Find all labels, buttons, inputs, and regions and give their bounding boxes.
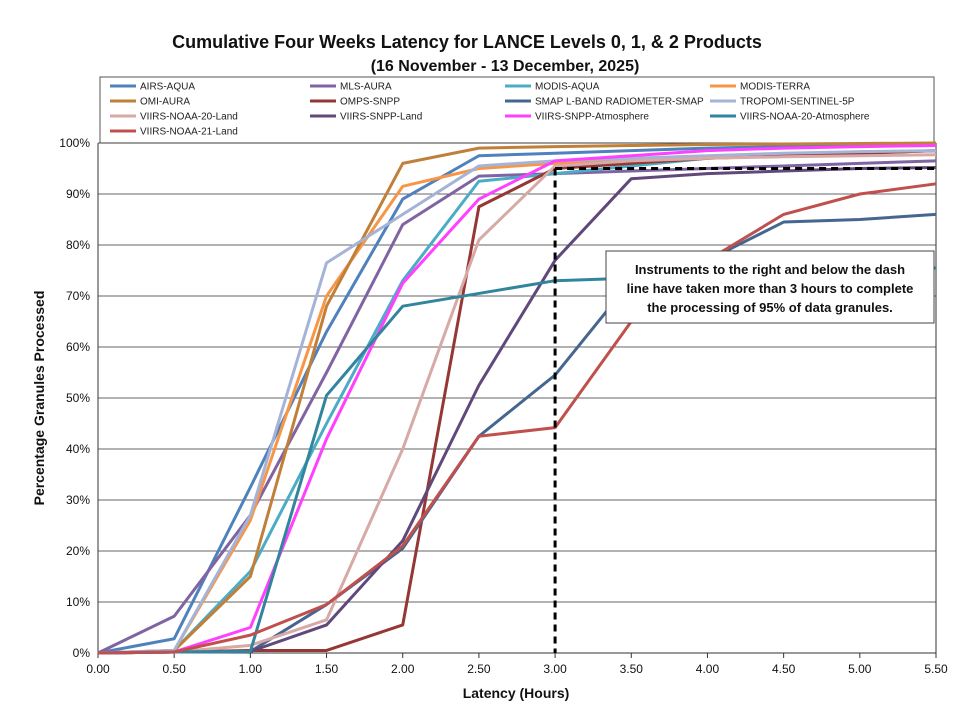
y-tick-label: 50% — [66, 391, 90, 405]
x-tick-label: 0.00 — [86, 662, 110, 676]
y-tick-label: 10% — [66, 595, 90, 609]
legend-label: OMPS-SNPP — [340, 97, 400, 108]
legend-label: TROPOMI-SENTINEL-5P — [740, 97, 855, 108]
series-line-10 — [97, 144, 937, 655]
x-tick-label: 2.50 — [467, 662, 491, 676]
y-tick-labels: 0% 10% 20% 30% 40% 50% 60% 70% 80% 90% 100% — [59, 136, 90, 660]
x-tick-label: 5.00 — [848, 662, 872, 676]
series-line-8 — [97, 153, 937, 655]
y-tick-label: 70% — [66, 289, 90, 303]
y-tick-label: 40% — [66, 442, 90, 456]
legend-label: VIIRS-SNPP-Atmosphere — [535, 112, 649, 123]
x-tick-label: 4.00 — [696, 662, 720, 676]
legend-label: VIIRS-NOAA-20-Land — [140, 112, 238, 123]
y-tick-label: 100% — [59, 136, 90, 150]
series-line-11 — [97, 266, 937, 655]
legend-label: MLS-AURA — [340, 82, 392, 93]
x-tick-labels: 0.00 0.50 1.00 1.50 2.00 2.50 3.00 3.50 4.00 4.50… — [86, 653, 948, 676]
series-line-3 — [97, 149, 937, 655]
legend-label: MODIS-AQUA — [535, 82, 600, 93]
chart-subtitle: (16 November - 13 December, 2025) — [371, 58, 640, 75]
legend: AIRS-AQUA MLS-AURA MODIS-AQUA MODIS-TERRA OM… — [110, 82, 870, 138]
x-tick-label: 3.50 — [620, 662, 644, 676]
chart-title: Cumulative Four Weeks Latency for LANCE … — [172, 32, 762, 52]
series-line-9 — [97, 165, 937, 655]
legend-label: AIRS-AQUA — [140, 82, 195, 93]
y-tick-label: 60% — [66, 340, 90, 354]
annotation-frame — [605, 250, 935, 324]
x-tick-label: 1.00 — [239, 662, 263, 676]
x-tick-label: 5.50 — [924, 662, 948, 676]
series-line-1 — [97, 159, 937, 655]
x-tick-label: 1.50 — [315, 662, 339, 676]
series-line-5 — [97, 149, 937, 655]
y-axis-title: Percentage Granules Processed — [31, 291, 47, 506]
legend-label: VIIRS-SNPP-Land — [340, 112, 422, 123]
y-tick-label: 30% — [66, 493, 90, 507]
y-tick-label: 20% — [66, 544, 90, 558]
annotation-line-1: Instruments to the right and below the d… — [635, 262, 905, 277]
legend-label: OMI-AURA — [140, 97, 190, 108]
x-tick-label: 4.50 — [772, 662, 796, 676]
series-line-12 — [97, 182, 937, 655]
legend-label: SMAP L-BAND RADIOMETER-SMAP — [535, 97, 704, 108]
y-tick-label: 0% — [73, 646, 91, 660]
gridlines — [98, 142, 936, 654]
legend-label: MODIS-TERRA — [740, 82, 810, 93]
legend-box — [99, 76, 935, 144]
x-tick-label: 0.50 — [163, 662, 187, 676]
x-axis-title: Latency (Hours) — [463, 685, 570, 701]
legend-label: VIIRS-NOAA-21-Land — [140, 127, 238, 138]
series-line-4 — [97, 141, 937, 655]
x-tick-label: 3.00 — [543, 662, 567, 676]
x-tick-label: 2.00 — [391, 662, 415, 676]
y-tick-label: 90% — [66, 187, 90, 201]
series-line-7 — [97, 149, 937, 655]
annotation-box: Instruments to the right and below the d… — [605, 250, 935, 324]
legend-label: VIIRS-NOAA-20-Atmosphere — [740, 112, 870, 123]
y-tick-label: 80% — [66, 238, 90, 252]
annotation-line-2: line have taken more than 3 hours to com… — [627, 281, 914, 296]
series-line-2 — [97, 149, 937, 655]
annotation-line-3: the processing of 95% of data granules. — [647, 300, 893, 315]
